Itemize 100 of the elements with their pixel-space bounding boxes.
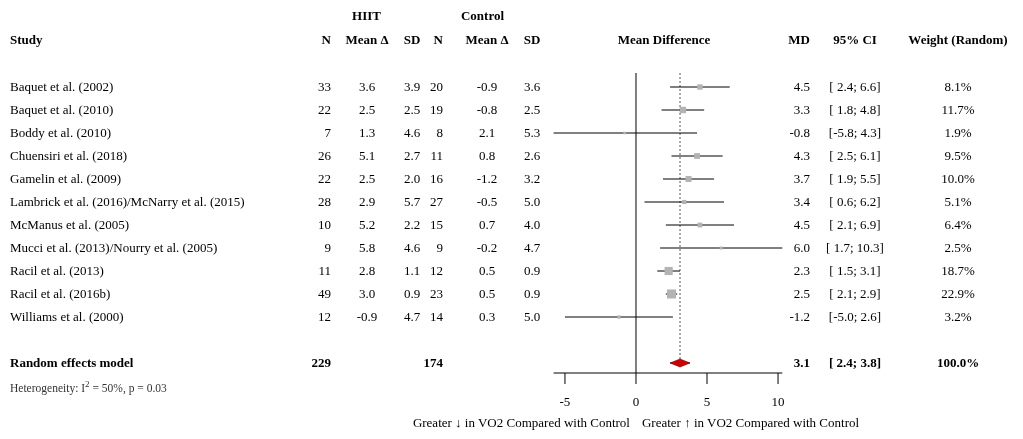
text: 2.2 bbox=[403, 217, 421, 232]
text: [ 1.8; 4.8] bbox=[829, 102, 881, 117]
text: 0.8 bbox=[478, 148, 496, 163]
text: 2.8 bbox=[358, 263, 376, 278]
text: [ 1.9; 5.5] bbox=[829, 171, 881, 186]
text: 3.9 bbox=[403, 79, 421, 94]
text: 2.5% bbox=[944, 240, 972, 255]
text: [ 2.4; 6.6] bbox=[829, 79, 881, 94]
text: 27 bbox=[430, 194, 443, 209]
category-label: Boddy et al. (2010) bbox=[10, 125, 112, 140]
text: [ 2.1; 6.9] bbox=[829, 217, 881, 232]
text: Study bbox=[10, 32, 44, 47]
text: 0.5 bbox=[478, 263, 496, 278]
text: 6.0 bbox=[793, 240, 810, 255]
text: 2.6 bbox=[523, 148, 541, 163]
category-label: Lambrick et al. (2016)/McNarry et al. (2015) bbox=[10, 194, 245, 209]
text: 23 bbox=[430, 286, 443, 301]
text: 11 bbox=[430, 148, 443, 163]
text: 9 bbox=[436, 240, 443, 255]
text: 1.3 bbox=[358, 125, 376, 140]
text: 3.4 bbox=[793, 194, 810, 209]
text: 3.2 bbox=[523, 171, 541, 186]
text: 20 bbox=[430, 79, 443, 94]
text: 4.7 bbox=[523, 240, 541, 255]
text: 10 bbox=[318, 217, 331, 232]
text: 0.9 bbox=[403, 286, 421, 301]
text: 7 bbox=[324, 125, 331, 140]
text: Heterogeneity: I$^{2}$ = 50%, p = 0.03 bbox=[10, 379, 168, 395]
text: 8 bbox=[436, 125, 443, 140]
text: [ 2.1; 2.9] bbox=[829, 286, 881, 301]
category-label: Racil et al. (2016b) bbox=[10, 286, 111, 301]
text: 5.1 bbox=[358, 148, 376, 163]
text: [ 1.7; 10.3] bbox=[826, 240, 884, 255]
text: [ 2.5; 6.1] bbox=[829, 148, 881, 163]
category-label: N bbox=[433, 32, 444, 47]
x-tick-label: 0 bbox=[632, 394, 640, 409]
text: [ 1.5; 3.1] bbox=[829, 263, 881, 278]
category-label: Gamelin et al. (2009) bbox=[10, 171, 122, 186]
point bbox=[617, 315, 621, 319]
text: 4.0 bbox=[523, 217, 541, 232]
text: 9 bbox=[324, 240, 331, 255]
text: HIIT bbox=[352, 8, 382, 23]
text: 28 bbox=[318, 194, 331, 209]
text: 0.5 bbox=[478, 286, 496, 301]
text: 174 bbox=[423, 355, 443, 370]
text: 19 bbox=[430, 102, 443, 117]
text: Greater ↓ in VO2 Compared with Control bbox=[412, 415, 631, 430]
category-label: SD bbox=[523, 32, 541, 47]
text: 100.0% bbox=[936, 355, 980, 370]
text: 9.5% bbox=[944, 148, 972, 163]
text: -0.8 bbox=[789, 125, 810, 140]
text: -0.8 bbox=[476, 102, 498, 117]
text: 229 bbox=[311, 355, 331, 370]
text: 3.6 bbox=[358, 79, 376, 94]
point bbox=[685, 176, 692, 182]
text: 0.9 bbox=[523, 263, 541, 278]
text: 2.5 bbox=[793, 286, 810, 301]
text: 12 bbox=[430, 263, 443, 278]
text: 5.2 bbox=[358, 217, 376, 232]
text: 0.9 bbox=[523, 286, 541, 301]
text: [-5.8; 4.3] bbox=[828, 125, 882, 140]
point bbox=[697, 84, 703, 90]
text: 10.0% bbox=[941, 171, 975, 186]
text: 3.1 bbox=[793, 355, 810, 370]
text: -0.2 bbox=[476, 240, 498, 255]
text: 2.5 bbox=[523, 102, 541, 117]
text: [ 0.6; 6.2] bbox=[829, 194, 881, 209]
text: 4.3 bbox=[793, 148, 810, 163]
text: 14 bbox=[430, 309, 443, 324]
text: 15 bbox=[430, 217, 443, 232]
category-label: MD bbox=[788, 32, 810, 47]
text: 5.1% bbox=[944, 194, 972, 209]
text: 2.9 bbox=[358, 194, 376, 209]
category-label: Baquet et al. (2002) bbox=[10, 79, 114, 94]
text: 4.6 bbox=[403, 240, 421, 255]
text: -0.5 bbox=[476, 194, 498, 209]
text: 2.7 bbox=[403, 148, 421, 163]
text: 5.8 bbox=[358, 240, 376, 255]
category-label: Baquet et al. (2010) bbox=[10, 102, 114, 117]
category-label: Mean Δ bbox=[345, 32, 389, 47]
category-label: Williams et al. (2000) bbox=[10, 309, 124, 324]
text: 33 bbox=[318, 79, 331, 94]
point bbox=[694, 153, 700, 159]
text: 2.0 bbox=[403, 171, 421, 186]
text: 16 bbox=[430, 171, 443, 186]
text: 26 bbox=[318, 148, 331, 163]
category-label: SD bbox=[403, 32, 421, 47]
category-label: Chuensiri et al. (2018) bbox=[10, 148, 127, 163]
text: 1.9% bbox=[944, 125, 972, 140]
text: Control bbox=[460, 8, 505, 23]
text: 5.3 bbox=[523, 125, 541, 140]
text: 2.5 bbox=[358, 102, 376, 117]
category-label: Mean Δ bbox=[465, 32, 509, 47]
text: [ 2.4; 3.8] bbox=[829, 355, 881, 370]
category-label: N bbox=[321, 32, 332, 47]
x-tick-label: 5 bbox=[703, 394, 711, 409]
text: 22 bbox=[318, 171, 331, 186]
text: 2.3 bbox=[793, 263, 810, 278]
text: -1.2 bbox=[476, 171, 498, 186]
text: 0.3 bbox=[478, 309, 496, 324]
